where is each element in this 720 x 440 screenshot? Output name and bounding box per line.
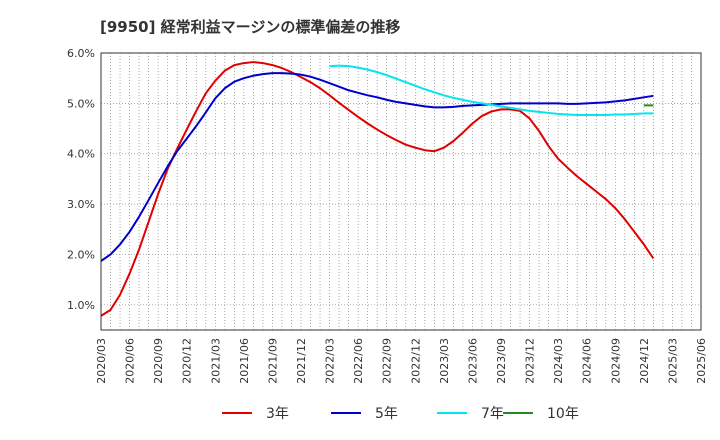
legend-label: 10年 xyxy=(547,406,579,422)
y-tick-label: 3.0% xyxy=(67,198,95,211)
series-lines xyxy=(100,61,655,317)
x-tick-label: 2025/06 xyxy=(695,338,708,384)
x-tick-label: 2023/12 xyxy=(524,338,537,384)
y-tick-label: 6.0% xyxy=(67,47,95,60)
legend-label: 7年 xyxy=(481,406,504,422)
x-tick-label: 2025/03 xyxy=(666,338,679,384)
x-tick-label: 2021/06 xyxy=(238,338,251,384)
x-tick-label: 2023/06 xyxy=(466,338,479,384)
y-tick-label: 5.0% xyxy=(67,97,95,110)
y-tick-label: 1.0% xyxy=(67,299,95,312)
x-tick-label: 2022/09 xyxy=(381,338,394,384)
y-tick-label: 2.0% xyxy=(67,248,95,261)
x-tick-label: 2023/09 xyxy=(495,338,508,384)
x-tick-label: 2020/06 xyxy=(124,338,137,384)
y-tick-label: 4.0% xyxy=(67,148,95,161)
series-line-7年 xyxy=(329,64,654,116)
x-tick-label: 2023/03 xyxy=(438,338,451,384)
x-tick-label: 2024/09 xyxy=(609,338,622,384)
x-tick-label: 2024/12 xyxy=(638,338,651,384)
x-axis: 2020/03 2020/06 2020/09 2020/12 2021/03 2021/… xyxy=(95,338,708,384)
series-line-3年 xyxy=(100,61,655,317)
x-tick-label: 2022/06 xyxy=(352,338,365,384)
grid xyxy=(100,52,702,330)
x-tick-label: 2020/09 xyxy=(152,338,165,384)
x-tick-label: 2021/12 xyxy=(295,338,308,384)
legend: 3年 5年 7年 10年 xyxy=(222,406,579,422)
x-tick-label: 2021/09 xyxy=(266,338,279,384)
plot-frame xyxy=(100,52,702,331)
x-tick-label: 2021/03 xyxy=(209,338,222,384)
series-line-5年 xyxy=(100,72,654,262)
x-tick-label: 2020/12 xyxy=(181,338,194,384)
x-tick-label: 2024/03 xyxy=(552,338,565,384)
legend-label: 3年 xyxy=(266,406,289,422)
x-tick-label: 2022/03 xyxy=(324,338,337,384)
x-tick-label: 2020/03 xyxy=(95,338,108,384)
x-tick-label: 2022/12 xyxy=(409,338,422,384)
x-tick-label: 2024/06 xyxy=(581,338,594,384)
chart-title: [9950] 経常利益マージンの標準偏差の推移 xyxy=(100,18,400,36)
legend-label: 5年 xyxy=(375,406,398,422)
y-axis: 1.0% 2.0% 3.0% 4.0% 5.0% 6.0% xyxy=(67,47,95,312)
